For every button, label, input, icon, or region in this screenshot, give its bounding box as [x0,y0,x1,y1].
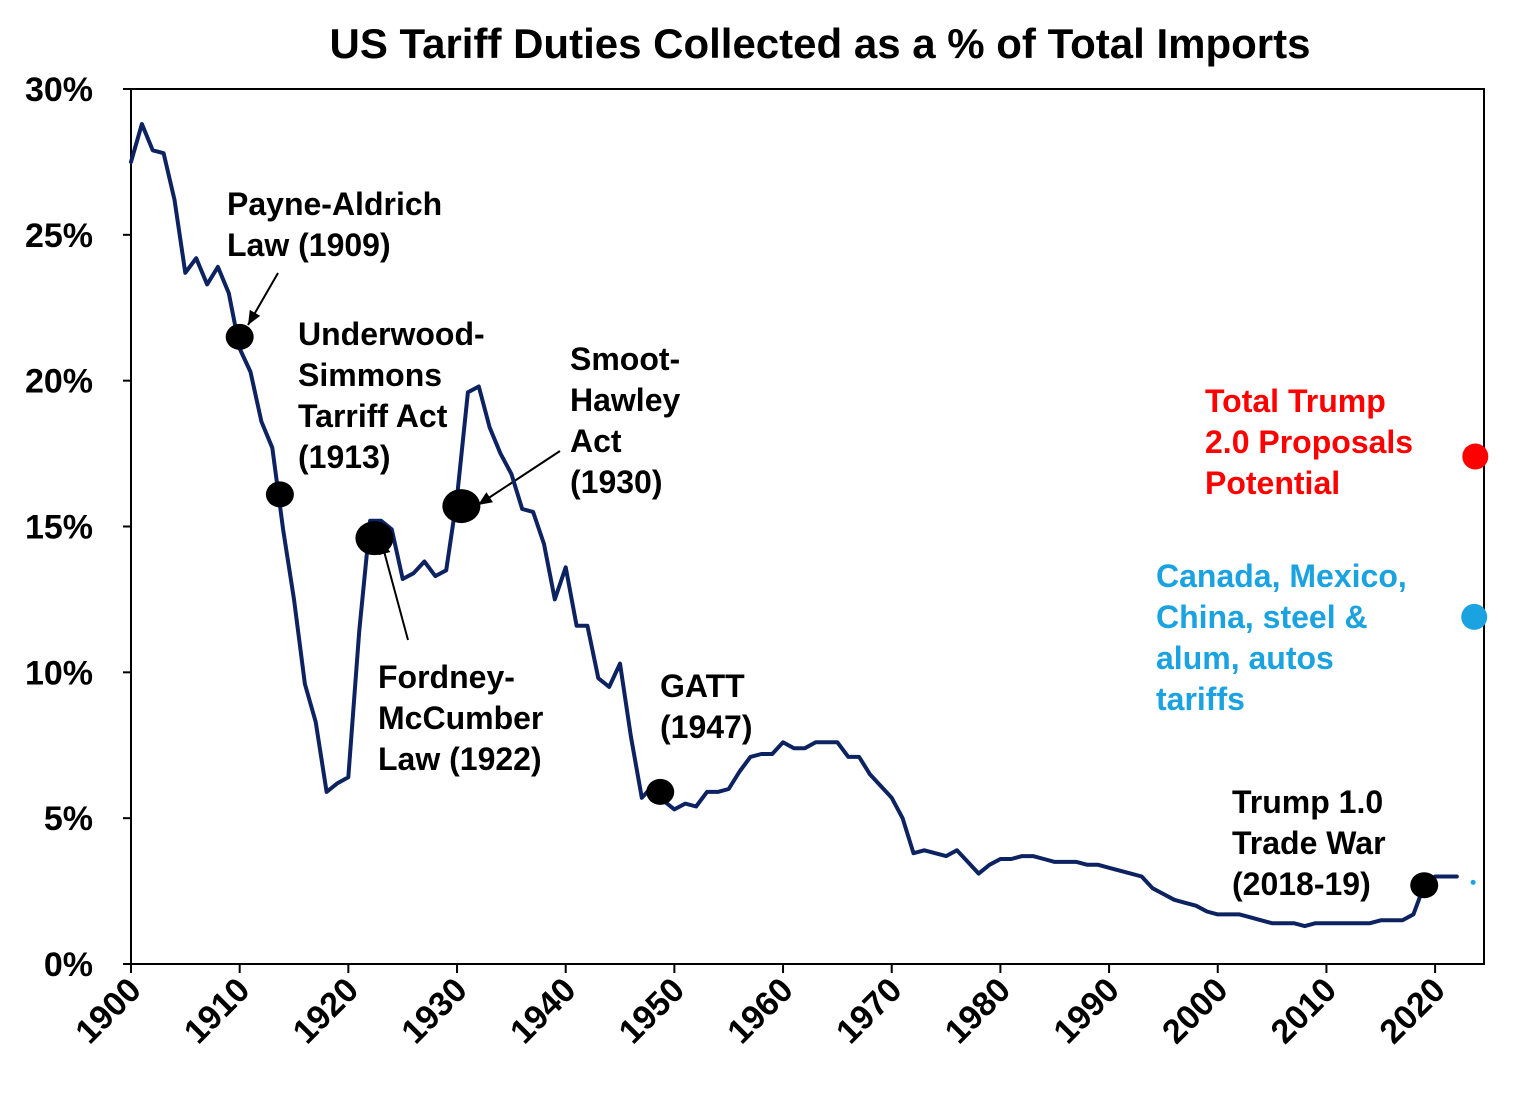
event-marker [1410,872,1439,899]
event-marker [646,778,675,805]
annotation-arrow [477,450,561,506]
annotation-arrowhead [248,309,261,325]
annotation-trump-2-total: Total Trump 2.0 Proposals Potential [1205,383,1422,501]
y-tick-label: 5% [44,800,93,838]
event-marker [442,489,481,524]
series-line [129,122,1459,929]
chart-title: US Tariff Duties Collected as a % of Tot… [330,20,1311,67]
annotation-trump-1: Trump 1.0 Trade War (2018-19) [1232,784,1394,902]
scenario-point [1470,879,1476,885]
x-tick-label: 2000 [1155,971,1235,1051]
x-tick-label: 1990 [1046,971,1126,1051]
event-marker [355,521,394,556]
x-tick-label: 1940 [503,971,583,1051]
y-tick-label: 30% [25,71,93,109]
plot-area [129,122,1459,929]
annotation-arrow [380,539,409,641]
x-tick-label: 1970 [829,971,909,1051]
x-tick-label: 2020 [1372,971,1452,1051]
annotation-canada-mexico-china: Canada, Mexico, China, steel & alum, aut… [1156,558,1416,717]
x-tick-label: 1980 [938,971,1018,1051]
annotation-payne-aldrich: Payne-Aldrich Law (1909) [227,186,451,263]
annotation-arrowhead [478,492,493,505]
x-tick-label: 2010 [1264,971,1344,1051]
y-tick-label: 25% [25,217,93,255]
annotation-fordney-mccumber: Fordney- McCumber Law (1922) [378,659,552,777]
scenario-point [1462,443,1489,470]
x-tick-label: 1960 [720,971,800,1051]
annotation-arrows [247,272,561,641]
y-tick-label: 0% [44,946,93,984]
y-tick-label: 20% [25,363,93,401]
x-tick-label: 1950 [612,971,692,1051]
event-marker [225,323,254,350]
event-markers [225,323,1489,899]
annotation-smoot-hawley: Smoot- Hawley Act (1930) [570,341,689,500]
scenario-point [1461,603,1488,630]
x-tick-label: 1910 [177,971,257,1051]
y-tick-label: 15% [25,509,93,547]
x-tick-label: 1920 [286,971,366,1051]
y-tick-label: 10% [25,654,93,692]
annotation-underwood-simmons: Underwood- Simmons Tarriff Act (1913) [298,316,494,475]
annotation-gatt: GATT (1947) [660,668,754,745]
event-marker [265,481,294,508]
x-tick-label: 1930 [394,971,474,1051]
